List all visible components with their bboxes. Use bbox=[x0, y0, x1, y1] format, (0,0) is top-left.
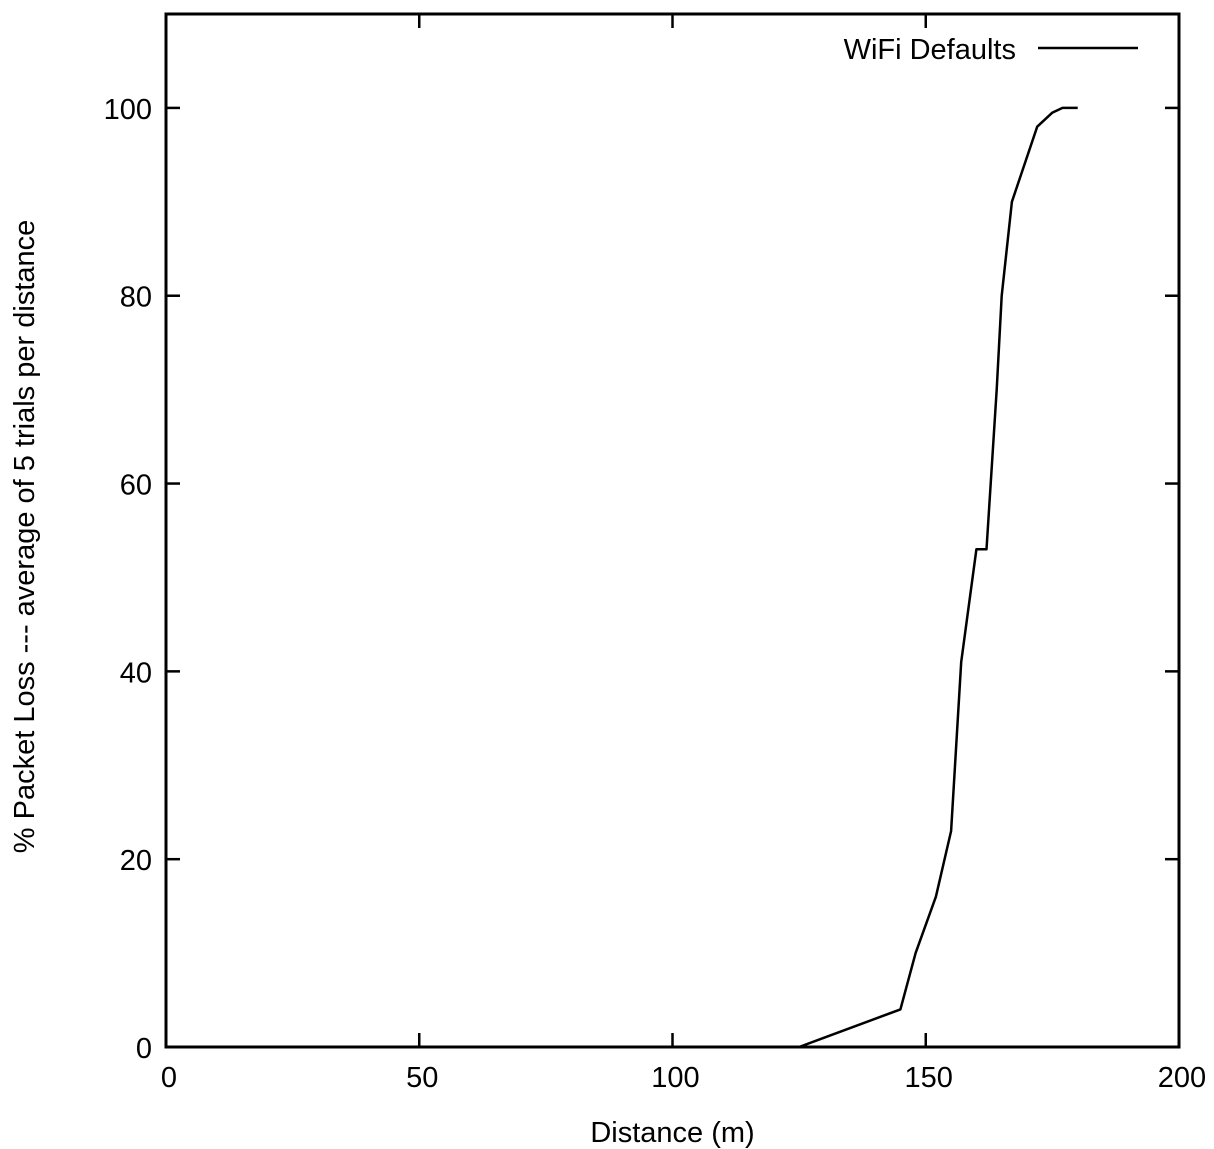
y-tick-label: 80 bbox=[120, 282, 152, 314]
series-layer bbox=[798, 106, 1078, 1049]
x-tick-label: 200 bbox=[1158, 1062, 1206, 1094]
y-tick-label: 100 bbox=[104, 94, 152, 126]
plot-frame bbox=[164, 12, 1181, 1049]
y-axis-label: % Packet Loss --- average of 5 trials pe… bbox=[9, 220, 41, 853]
x-tick-label: 0 bbox=[161, 1062, 177, 1094]
series-line-0 bbox=[798, 106, 1078, 1049]
x-tick-label: 150 bbox=[905, 1062, 953, 1094]
legend-label-wifi-defaults: WiFi Defaults bbox=[844, 34, 1016, 66]
x-axis-label: Distance (m) bbox=[590, 1117, 754, 1149]
tick-marks bbox=[164, 14, 1181, 1049]
legend: WiFi Defaults bbox=[844, 34, 1138, 66]
x-tick-label: 100 bbox=[651, 1062, 699, 1094]
y-tick-label: 60 bbox=[120, 470, 152, 502]
y-tick-label: 40 bbox=[120, 657, 152, 689]
x-tick-label: 50 bbox=[406, 1062, 438, 1094]
y-tick-label: 0 bbox=[136, 1033, 152, 1065]
tick-labels: 0 50 100 150 200 0 20 40 60 80 100 bbox=[104, 94, 1207, 1094]
y-tick-label: 20 bbox=[120, 845, 152, 877]
